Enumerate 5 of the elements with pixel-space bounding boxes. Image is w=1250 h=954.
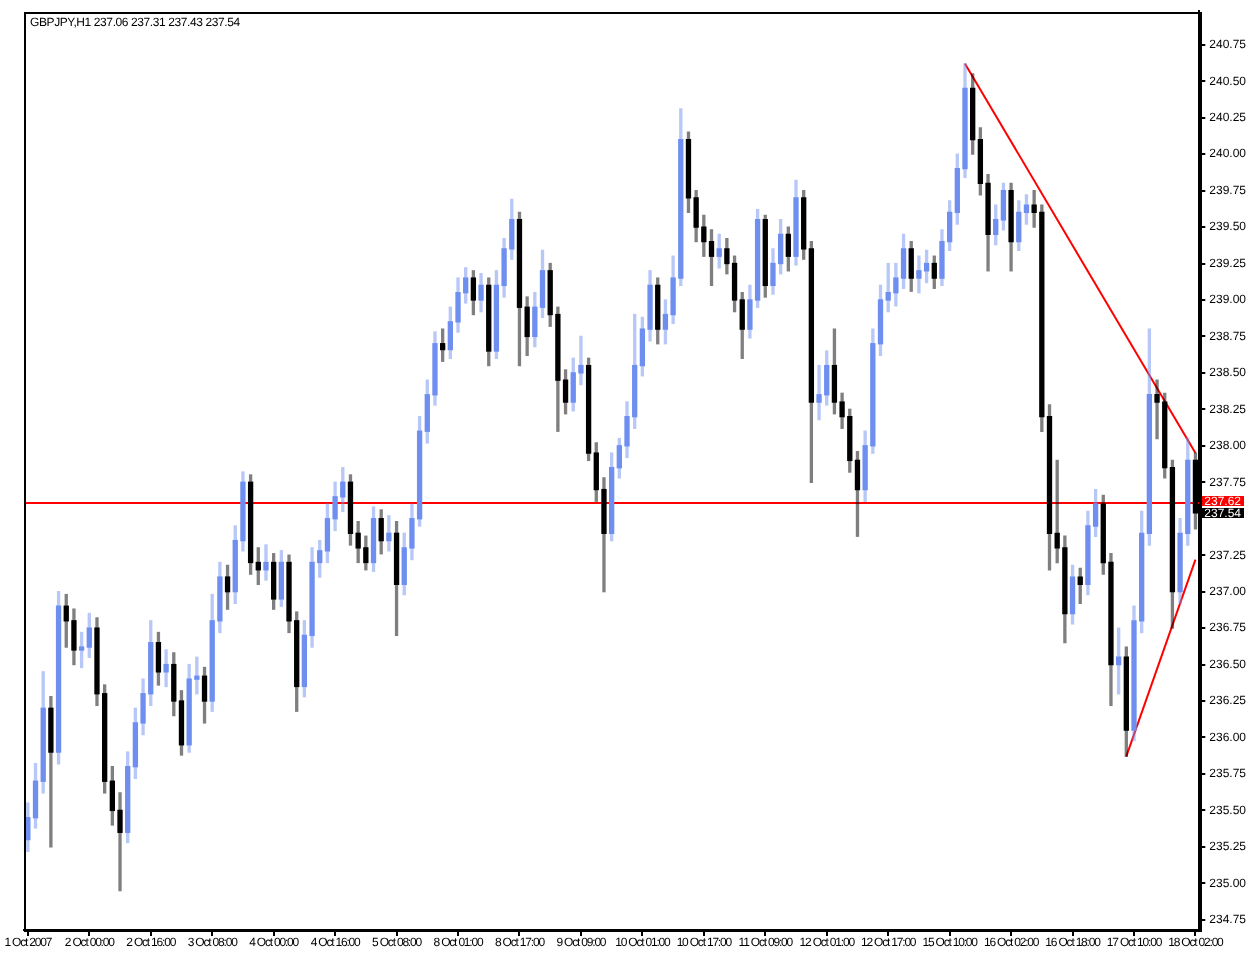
candlestick — [386, 515, 392, 552]
candlestick — [263, 544, 269, 581]
candlestick — [816, 364, 822, 421]
candlestick — [163, 649, 169, 688]
candlestick — [916, 255, 922, 294]
